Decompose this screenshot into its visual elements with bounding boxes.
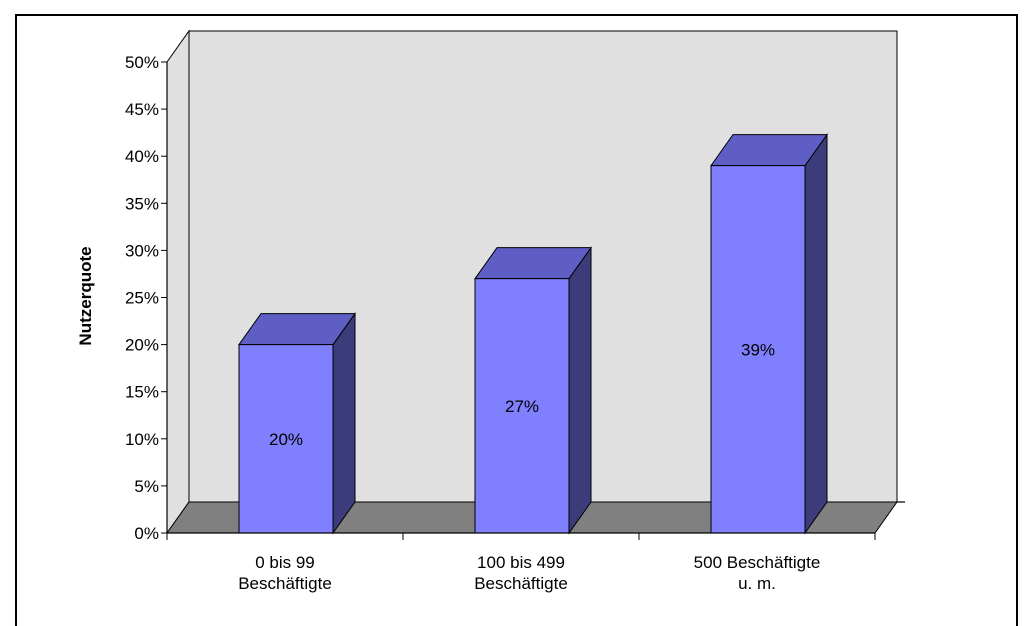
x-tick-label-line: 500 Beschäftigte <box>694 553 821 572</box>
y-tick-label: 45% <box>125 100 159 119</box>
y-axis-title: Nutzerquote <box>76 246 95 345</box>
side-wall <box>166 29 190 535</box>
bar-side <box>804 133 828 535</box>
bar: 27% <box>474 246 592 535</box>
x-tick-label-line: Beschäftigte <box>238 574 332 593</box>
bar: 20% <box>238 312 356 535</box>
y-tick-label: 35% <box>125 194 159 213</box>
x-tick-label: 0 bis 99 Beschäftigte <box>238 553 332 593</box>
x-tick-label-line: u. m. <box>738 574 776 593</box>
chart-axes: 0% 5% 10% 15% 20% 25% 30% 35% 40% 45% 50% 0 bis 99 B… <box>125 53 905 593</box>
data-label: 27% <box>505 397 539 416</box>
bar: 39% <box>710 133 828 535</box>
bar-front <box>474 278 570 534</box>
y-tick-label: 20% <box>125 336 159 355</box>
y-tick-label: 0% <box>134 524 159 543</box>
y-tick-label: 25% <box>125 289 159 308</box>
x-tick-label-line: 0 bis 99 <box>255 553 315 572</box>
y-tick-label: 15% <box>125 383 159 402</box>
x-tick-label: 100 bis 499 Beschäftigte <box>474 553 568 593</box>
y-tick-label: 30% <box>125 241 159 260</box>
chart-bars: 20% 27% 39% <box>238 133 828 535</box>
bar-front <box>710 165 806 534</box>
y-tick-label: 5% <box>134 477 159 496</box>
y-tick-label: 50% <box>125 53 159 72</box>
bar-front <box>238 344 334 534</box>
data-label: 39% <box>741 340 775 359</box>
bar-side <box>332 312 356 535</box>
y-tick-label: 40% <box>125 147 159 166</box>
x-tick-label: 500 Beschäftigte u. m. <box>694 553 821 593</box>
x-tick-label-line: Beschäftigte <box>474 574 568 593</box>
x-tick-label-line: 100 bis 499 <box>477 553 565 572</box>
bar-side <box>568 246 592 535</box>
data-label: 20% <box>269 430 303 449</box>
y-tick-label: 10% <box>125 430 159 449</box>
